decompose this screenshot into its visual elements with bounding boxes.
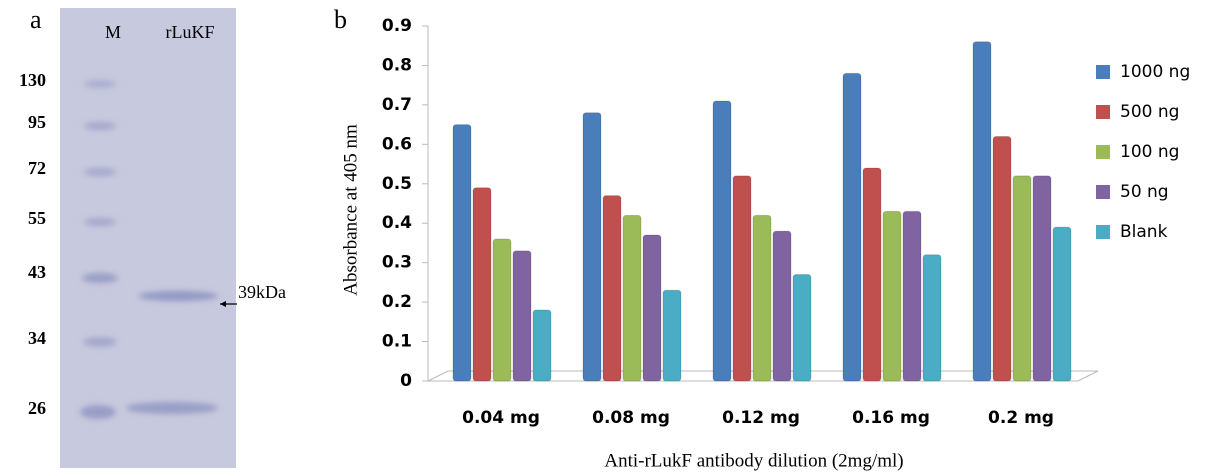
- y-tick-label: 0.8: [382, 55, 412, 75]
- bar: [1033, 176, 1051, 381]
- bar: [473, 188, 491, 381]
- figure: a M rLuKF 39kDa b Anti-rLukF antibody di…: [0, 0, 1217, 476]
- bar: [883, 211, 901, 381]
- marker-label: 26: [28, 398, 46, 418]
- bar: [493, 239, 511, 381]
- y-tick-label: 0.3: [382, 253, 412, 273]
- bar: [773, 231, 791, 381]
- bar: [793, 275, 811, 382]
- legend-swatch: [1096, 185, 1110, 199]
- legend-label: 500 ng: [1120, 102, 1179, 122]
- bar: [663, 290, 681, 381]
- marker-label: 130: [19, 70, 46, 90]
- gel: [60, 8, 236, 468]
- y-tick-label: 0.1: [382, 332, 412, 352]
- legend-label: Blank: [1120, 222, 1168, 242]
- bar: [973, 42, 991, 381]
- legend-swatch: [1096, 65, 1110, 79]
- marker-label: 43: [28, 262, 46, 282]
- x-tick-label: 0.08 mg: [592, 408, 670, 428]
- bar: [713, 101, 731, 381]
- bar: [623, 215, 641, 381]
- bar: [583, 113, 601, 381]
- band-label: 39kDa: [238, 282, 286, 302]
- legend-swatch: [1096, 145, 1110, 159]
- legend-swatch: [1096, 225, 1110, 239]
- x-tick-label: 0.04 mg: [462, 408, 540, 428]
- bar: [603, 196, 621, 381]
- x-axis-label: Anti-rLukF antibody dilution (2mg/ml): [604, 450, 903, 471]
- bar: [1053, 227, 1071, 381]
- bar: [453, 125, 471, 381]
- bar: [733, 176, 751, 381]
- bar: [1013, 176, 1031, 381]
- legend-swatch: [1096, 105, 1110, 119]
- y-tick-label: 0.6: [382, 134, 412, 154]
- x-tick-label: 0.16 mg: [852, 408, 930, 428]
- y-axis-label: Absorbance at 405 nm: [340, 124, 361, 296]
- bar: [753, 215, 771, 381]
- y-tick-label: 0.2: [382, 292, 412, 312]
- legend-label: 1000 ng: [1120, 62, 1190, 82]
- bar: [643, 235, 661, 381]
- marker-label: 95: [28, 112, 46, 132]
- legend-label: 100 ng: [1120, 142, 1179, 162]
- bar: [513, 251, 531, 381]
- bar: [843, 73, 861, 381]
- marker-label: 72: [28, 158, 46, 178]
- y-tick-label: 0.7: [382, 95, 412, 115]
- marker-label: 34: [28, 328, 46, 348]
- y-tick-label: 0: [400, 371, 412, 391]
- bar: [993, 136, 1011, 381]
- y-tick-label: 0.5: [382, 174, 412, 194]
- x-tick-label: 0.2 mg: [988, 408, 1054, 428]
- panel-label: b: [334, 5, 347, 34]
- bar: [533, 310, 551, 381]
- legend-label: 50 ng: [1120, 182, 1169, 202]
- marker-label: 55: [28, 208, 46, 228]
- bar: [863, 168, 881, 381]
- bar: [903, 211, 921, 381]
- y-tick-label: 0.4: [382, 213, 412, 233]
- y-tick-label: 0.9: [382, 16, 412, 36]
- panel-label: a: [30, 5, 42, 34]
- bar: [923, 255, 941, 381]
- lane-label: M: [105, 22, 121, 42]
- x-tick-label: 0.12 mg: [722, 408, 800, 428]
- lane-label: rLuKF: [166, 22, 215, 42]
